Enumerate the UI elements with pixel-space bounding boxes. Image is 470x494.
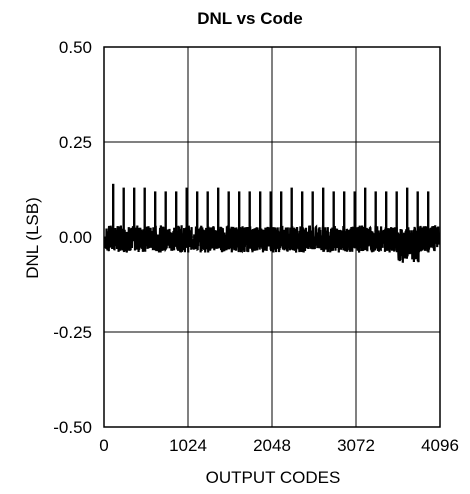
y-tick-label: 0.25 bbox=[59, 133, 92, 152]
x-tick-label: 1024 bbox=[169, 436, 207, 455]
x-tick-label: 2048 bbox=[253, 436, 291, 455]
y-tick-label: 0.50 bbox=[59, 38, 92, 57]
y-tick-label: -0.25 bbox=[53, 323, 92, 342]
dnl-noise-line bbox=[104, 224, 440, 263]
x-axis-title: OUTPUT CODES bbox=[206, 468, 341, 487]
plot-frame bbox=[103, 46, 441, 428]
x-tick-label: 0 bbox=[99, 436, 108, 455]
y-tick-label: -0.50 bbox=[53, 418, 92, 437]
y-tick-label: 0.00 bbox=[59, 228, 92, 247]
plot-area bbox=[104, 183, 440, 263]
x-tick-label: 4096 bbox=[421, 436, 459, 455]
chart-title: DNL vs Code bbox=[197, 9, 303, 28]
x-tick-label: 3072 bbox=[337, 436, 375, 455]
tick-labels: 0 1024 2048 3072 4096 -0.50 -0.25 0.00 0.25 0.50 bbox=[53, 38, 459, 455]
y-axis-title: DNL (LSB) bbox=[23, 197, 42, 279]
